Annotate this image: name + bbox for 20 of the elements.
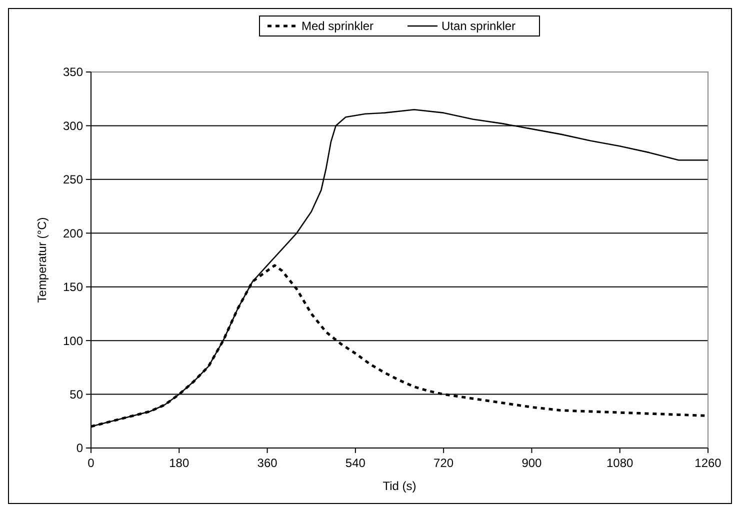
x-tick-label: 1260 [694, 456, 722, 470]
y-axis-title: Temperatur (°C) [35, 217, 49, 303]
x-tick-label: 180 [169, 456, 190, 470]
x-tick-label: 1080 [606, 456, 634, 470]
y-tick-label: 350 [62, 65, 84, 80]
y-tick-label: 100 [62, 334, 84, 348]
x-axis-title: Tid (s) [382, 479, 416, 493]
y-tick-label: 250 [62, 172, 84, 187]
legend-label: Med sprinkler [302, 19, 374, 34]
x-tick-label: 0 [88, 456, 95, 470]
y-tick-label: 300 [62, 118, 84, 133]
x-tick-label: 540 [345, 456, 366, 470]
x-tick-label: 720 [434, 456, 454, 470]
y-tick-label: 50 [70, 387, 84, 402]
y-tick-label: 0 [76, 441, 84, 456]
x-tick-label: 900 [522, 456, 542, 470]
y-tick-label: 150 [62, 280, 84, 294]
x-tick-label: 360 [257, 456, 278, 470]
legend-label: Utan sprinkler [442, 19, 516, 34]
y-tick-label: 200 [62, 226, 84, 240]
